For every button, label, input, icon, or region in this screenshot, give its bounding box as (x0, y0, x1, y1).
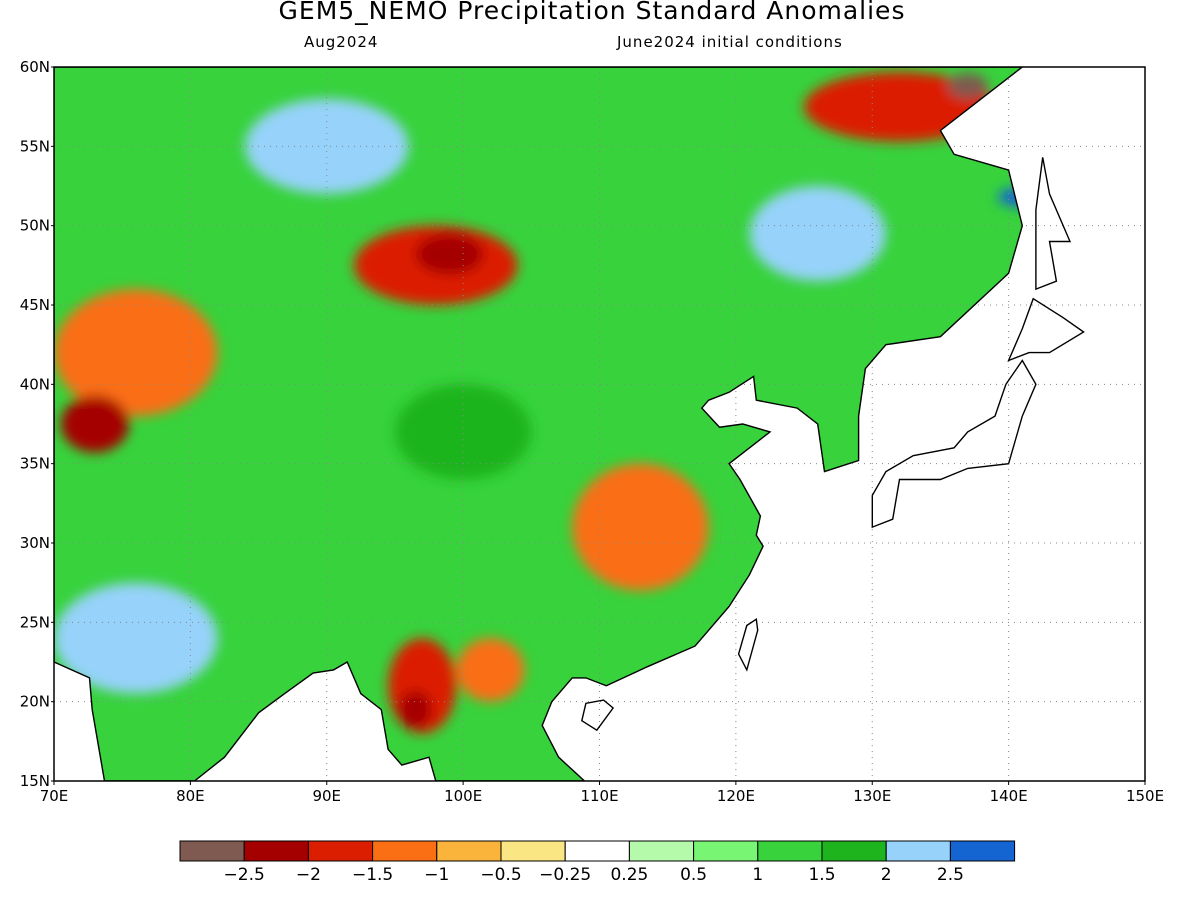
map-title: GEM5_NEMO Precipitation Standard Anomali… (278, 0, 906, 25)
hokkaido-landmass (1008, 298, 1084, 361)
anomaly-region (804, 71, 995, 142)
anomaly-region (54, 582, 218, 694)
anomaly-region (572, 463, 709, 591)
lat-tick-label: 15N (20, 772, 50, 790)
lon-tick-label: 110E (580, 787, 618, 805)
taiwan-coastline (737, 617, 759, 672)
colorbar-label: 1 (752, 865, 763, 885)
colorbar-label: −2.5 (224, 865, 265, 885)
lon-tick-label: 90E (312, 787, 341, 805)
lat-tick-label: 40N (20, 375, 50, 393)
colorbar-swatch (949, 840, 1016, 862)
colorbar-label: 0.5 (680, 865, 707, 885)
colorbar-swatch (821, 840, 887, 862)
anomaly-region (415, 233, 484, 275)
anomaly-region (749, 186, 886, 282)
gridlines (54, 67, 1145, 781)
anomaly-region (244, 98, 409, 194)
initial-conditions-label: June2024 initial conditions (617, 33, 843, 51)
colorbar-label: 1.5 (808, 865, 835, 885)
colorbar-swatch (436, 840, 502, 862)
lat-tick-label: 30N (20, 534, 50, 552)
lat-tick-label: 45N (20, 296, 50, 314)
japan-honshu-landmass (872, 360, 1036, 528)
colorbar-label: −2 (296, 865, 321, 885)
colorbar-swatch (500, 840, 566, 862)
anomaly-region (60, 395, 129, 453)
colorbar-swatch (885, 840, 951, 862)
anomaly-fields (54, 71, 1023, 734)
japan-honshu-coastline (871, 359, 1037, 529)
anomaly-region (54, 289, 218, 417)
colorbar-swatch (179, 840, 245, 862)
colorbar-label: −0.25 (539, 865, 591, 885)
latitude-labels: 60N 55N 50N 45N 40N 35N 30N 25N 20N 15N (20, 58, 54, 790)
lon-tick-label: 150E (1126, 787, 1164, 805)
colorbar-label: −1.5 (352, 865, 393, 885)
lat-tick-label: 25N (20, 613, 50, 631)
colorbar-label: 2.5 (937, 865, 964, 885)
lon-tick-label: 120E (717, 787, 755, 805)
colorbar-label: −0.5 (480, 865, 521, 885)
sakhalin-landmass (1035, 157, 1070, 290)
colorbar-label: −1 (424, 865, 449, 885)
sakhalin-coastline (1035, 157, 1072, 291)
colorbar-swatch (628, 840, 695, 862)
lon-tick-label: 100E (444, 787, 482, 805)
colorbar-swatch (564, 840, 630, 862)
lat-tick-label: 20N (20, 693, 50, 711)
taiwan-landmass (738, 619, 758, 670)
lon-tick-label: 140E (990, 787, 1028, 805)
lat-tick-label: 50N (20, 217, 50, 235)
anomaly-region (947, 73, 989, 99)
lon-tick-label: 130E (853, 787, 891, 805)
colorbar-label: 2 (881, 865, 892, 885)
lat-tick-label: 60N (20, 58, 50, 76)
coastlines (54, 67, 1085, 781)
lat-tick-label: 35N (20, 455, 50, 473)
lon-tick-label: 80E (176, 787, 205, 805)
colorbar-legend: −2.5 −2 −1.5 −1 −0.5 −0.25 0.25 0.5 1 1.5 2 2.5 (179, 840, 1016, 885)
forecast-month: Aug2024 (304, 33, 379, 51)
colorbar-swatch (757, 840, 823, 862)
hainan-landmass (581, 700, 614, 731)
colorbar-swatch (372, 840, 438, 862)
anomaly-region (399, 690, 432, 729)
lat-tick-label: 55N (20, 137, 50, 155)
anomaly-region (456, 638, 525, 702)
colorbar-swatch (693, 840, 759, 862)
hokkaido-coastline (1007, 297, 1085, 362)
anomaly-region (997, 187, 1023, 207)
asia-coastline (54, 67, 1024, 781)
longitude-labels: 70E 80E 90E 100E 110E 120E 130E 140E 150E (40, 781, 1164, 805)
colorbar-label: 0.25 (610, 865, 648, 885)
colorbar-swatch (243, 840, 309, 862)
map-area (54, 67, 1145, 781)
colorbar-swatch (307, 840, 374, 862)
anomaly-region (394, 384, 532, 480)
lon-tick-label: 70E (40, 787, 69, 805)
hainan-coastline (581, 699, 615, 732)
